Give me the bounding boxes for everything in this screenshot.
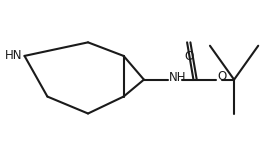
Text: HN: HN bbox=[4, 49, 22, 62]
Text: NH: NH bbox=[169, 71, 187, 84]
Text: O: O bbox=[217, 70, 227, 83]
Text: O: O bbox=[184, 50, 194, 63]
